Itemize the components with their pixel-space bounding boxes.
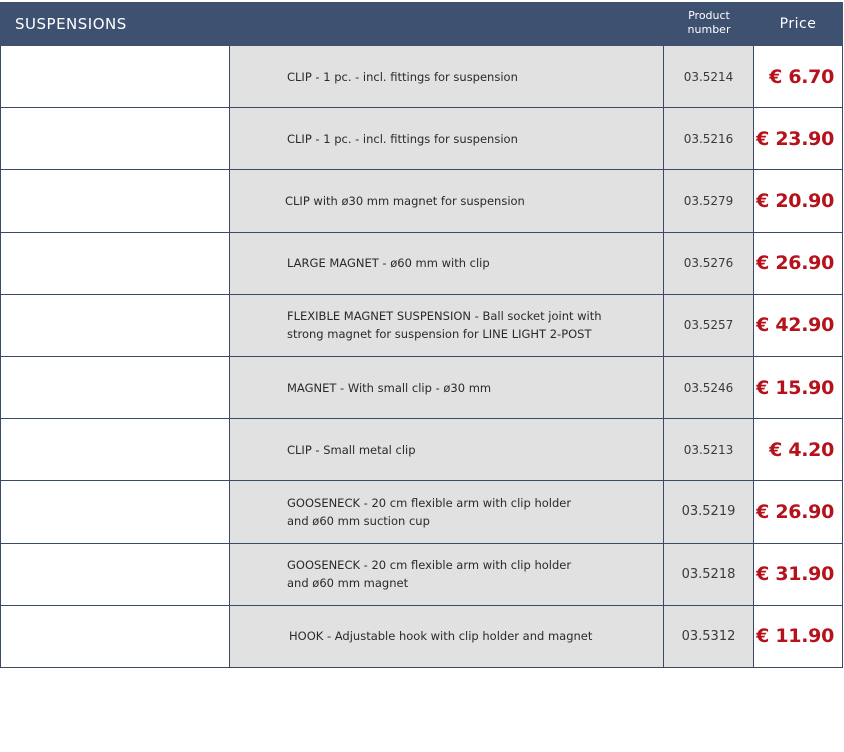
product-description: FLEXIBLE MAGNET SUSPENSION - Ball socket… bbox=[230, 294, 664, 356]
product-number: 03.5276 bbox=[664, 232, 754, 294]
table-row: MAGNET - With small clip - ø30 mm 03.524… bbox=[0, 356, 843, 420]
product-image-cell bbox=[0, 481, 230, 543]
product-price: € 31.90 bbox=[754, 543, 843, 605]
table-row: CLIP with ø30 mm magnet for suspension 0… bbox=[0, 170, 843, 233]
price-header: Price bbox=[779, 16, 817, 32]
product-price: € 20.90 bbox=[754, 170, 843, 232]
product-image-cell bbox=[0, 108, 230, 170]
product-image-cell bbox=[0, 46, 230, 108]
product-image-cell bbox=[0, 170, 230, 232]
product-number: 03.5213 bbox=[664, 419, 754, 481]
table-row: HOOK - Adjustable hook with clip holder … bbox=[0, 605, 843, 668]
product-price: € 26.90 bbox=[754, 481, 843, 543]
product-description: GOOSENECK - 20 cm flexible arm with clip… bbox=[230, 481, 664, 543]
product-description: GOOSENECK - 20 cm flexible arm with clip… bbox=[230, 543, 664, 605]
product-description: HOOK - Adjustable hook with clip holder … bbox=[230, 605, 664, 667]
table-row: FLEXIBLE MAGNET SUSPENSION - Ball socket… bbox=[0, 294, 843, 357]
product-image-cell bbox=[0, 232, 230, 294]
table-row: CLIP - Small metal clip 03.5213 € 4.20 bbox=[0, 419, 843, 482]
product-number: 03.5279 bbox=[664, 170, 754, 232]
product-number: 03.5216 bbox=[664, 108, 754, 170]
product-number: 03.5214 bbox=[664, 46, 754, 108]
product-price: € 42.90 bbox=[754, 294, 843, 356]
product-image-cell bbox=[0, 605, 230, 667]
product-description: MAGNET - With small clip - ø30 mm bbox=[230, 356, 664, 419]
product-image-cell bbox=[0, 294, 230, 356]
product-price: € 11.90 bbox=[754, 605, 843, 667]
product-price: € 23.90 bbox=[754, 108, 843, 170]
product-price: € 26.90 bbox=[754, 232, 843, 294]
table-row: GOOSENECK - 20 cm flexible arm with clip… bbox=[0, 543, 843, 606]
product-description: LARGE MAGNET - ø60 mm with clip bbox=[230, 232, 664, 294]
product-number: 03.5219 bbox=[664, 481, 754, 543]
product-image-cell bbox=[0, 419, 230, 481]
section-title: SUSPENSIONS bbox=[15, 15, 127, 33]
product-description: CLIP - 1 pc. - incl. fittings for suspen… bbox=[230, 108, 664, 170]
table-row: LARGE MAGNET - ø60 mm with clip 03.5276 … bbox=[0, 232, 843, 295]
suspensions-price-table: SUSPENSIONS Product number Price CLIP - … bbox=[0, 2, 843, 668]
table-header: SUSPENSIONS Product number Price bbox=[0, 2, 843, 46]
product-number: 03.5246 bbox=[664, 356, 754, 419]
product-number: 03.5218 bbox=[664, 543, 754, 605]
table-row: CLIP - 1 pc. - incl. fittings for suspen… bbox=[0, 108, 843, 171]
product-number: 03.5257 bbox=[664, 294, 754, 356]
product-number: 03.5312 bbox=[664, 605, 754, 667]
product-image-cell bbox=[0, 356, 230, 419]
table-row: GOOSENECK - 20 cm flexible arm with clip… bbox=[0, 481, 843, 544]
table-row: CLIP - 1 pc. - incl. fittings for suspen… bbox=[0, 46, 843, 109]
product-price: € 6.70 bbox=[754, 46, 843, 108]
product-number-header: Product number bbox=[687, 9, 731, 36]
product-description: CLIP with ø30 mm magnet for suspension bbox=[230, 170, 664, 232]
product-description: CLIP - 1 pc. - incl. fittings for suspen… bbox=[230, 46, 664, 108]
product-price: € 4.20 bbox=[754, 419, 843, 481]
product-price: € 15.90 bbox=[754, 356, 843, 419]
product-description: CLIP - Small metal clip bbox=[230, 419, 664, 481]
product-image-cell bbox=[0, 543, 230, 605]
